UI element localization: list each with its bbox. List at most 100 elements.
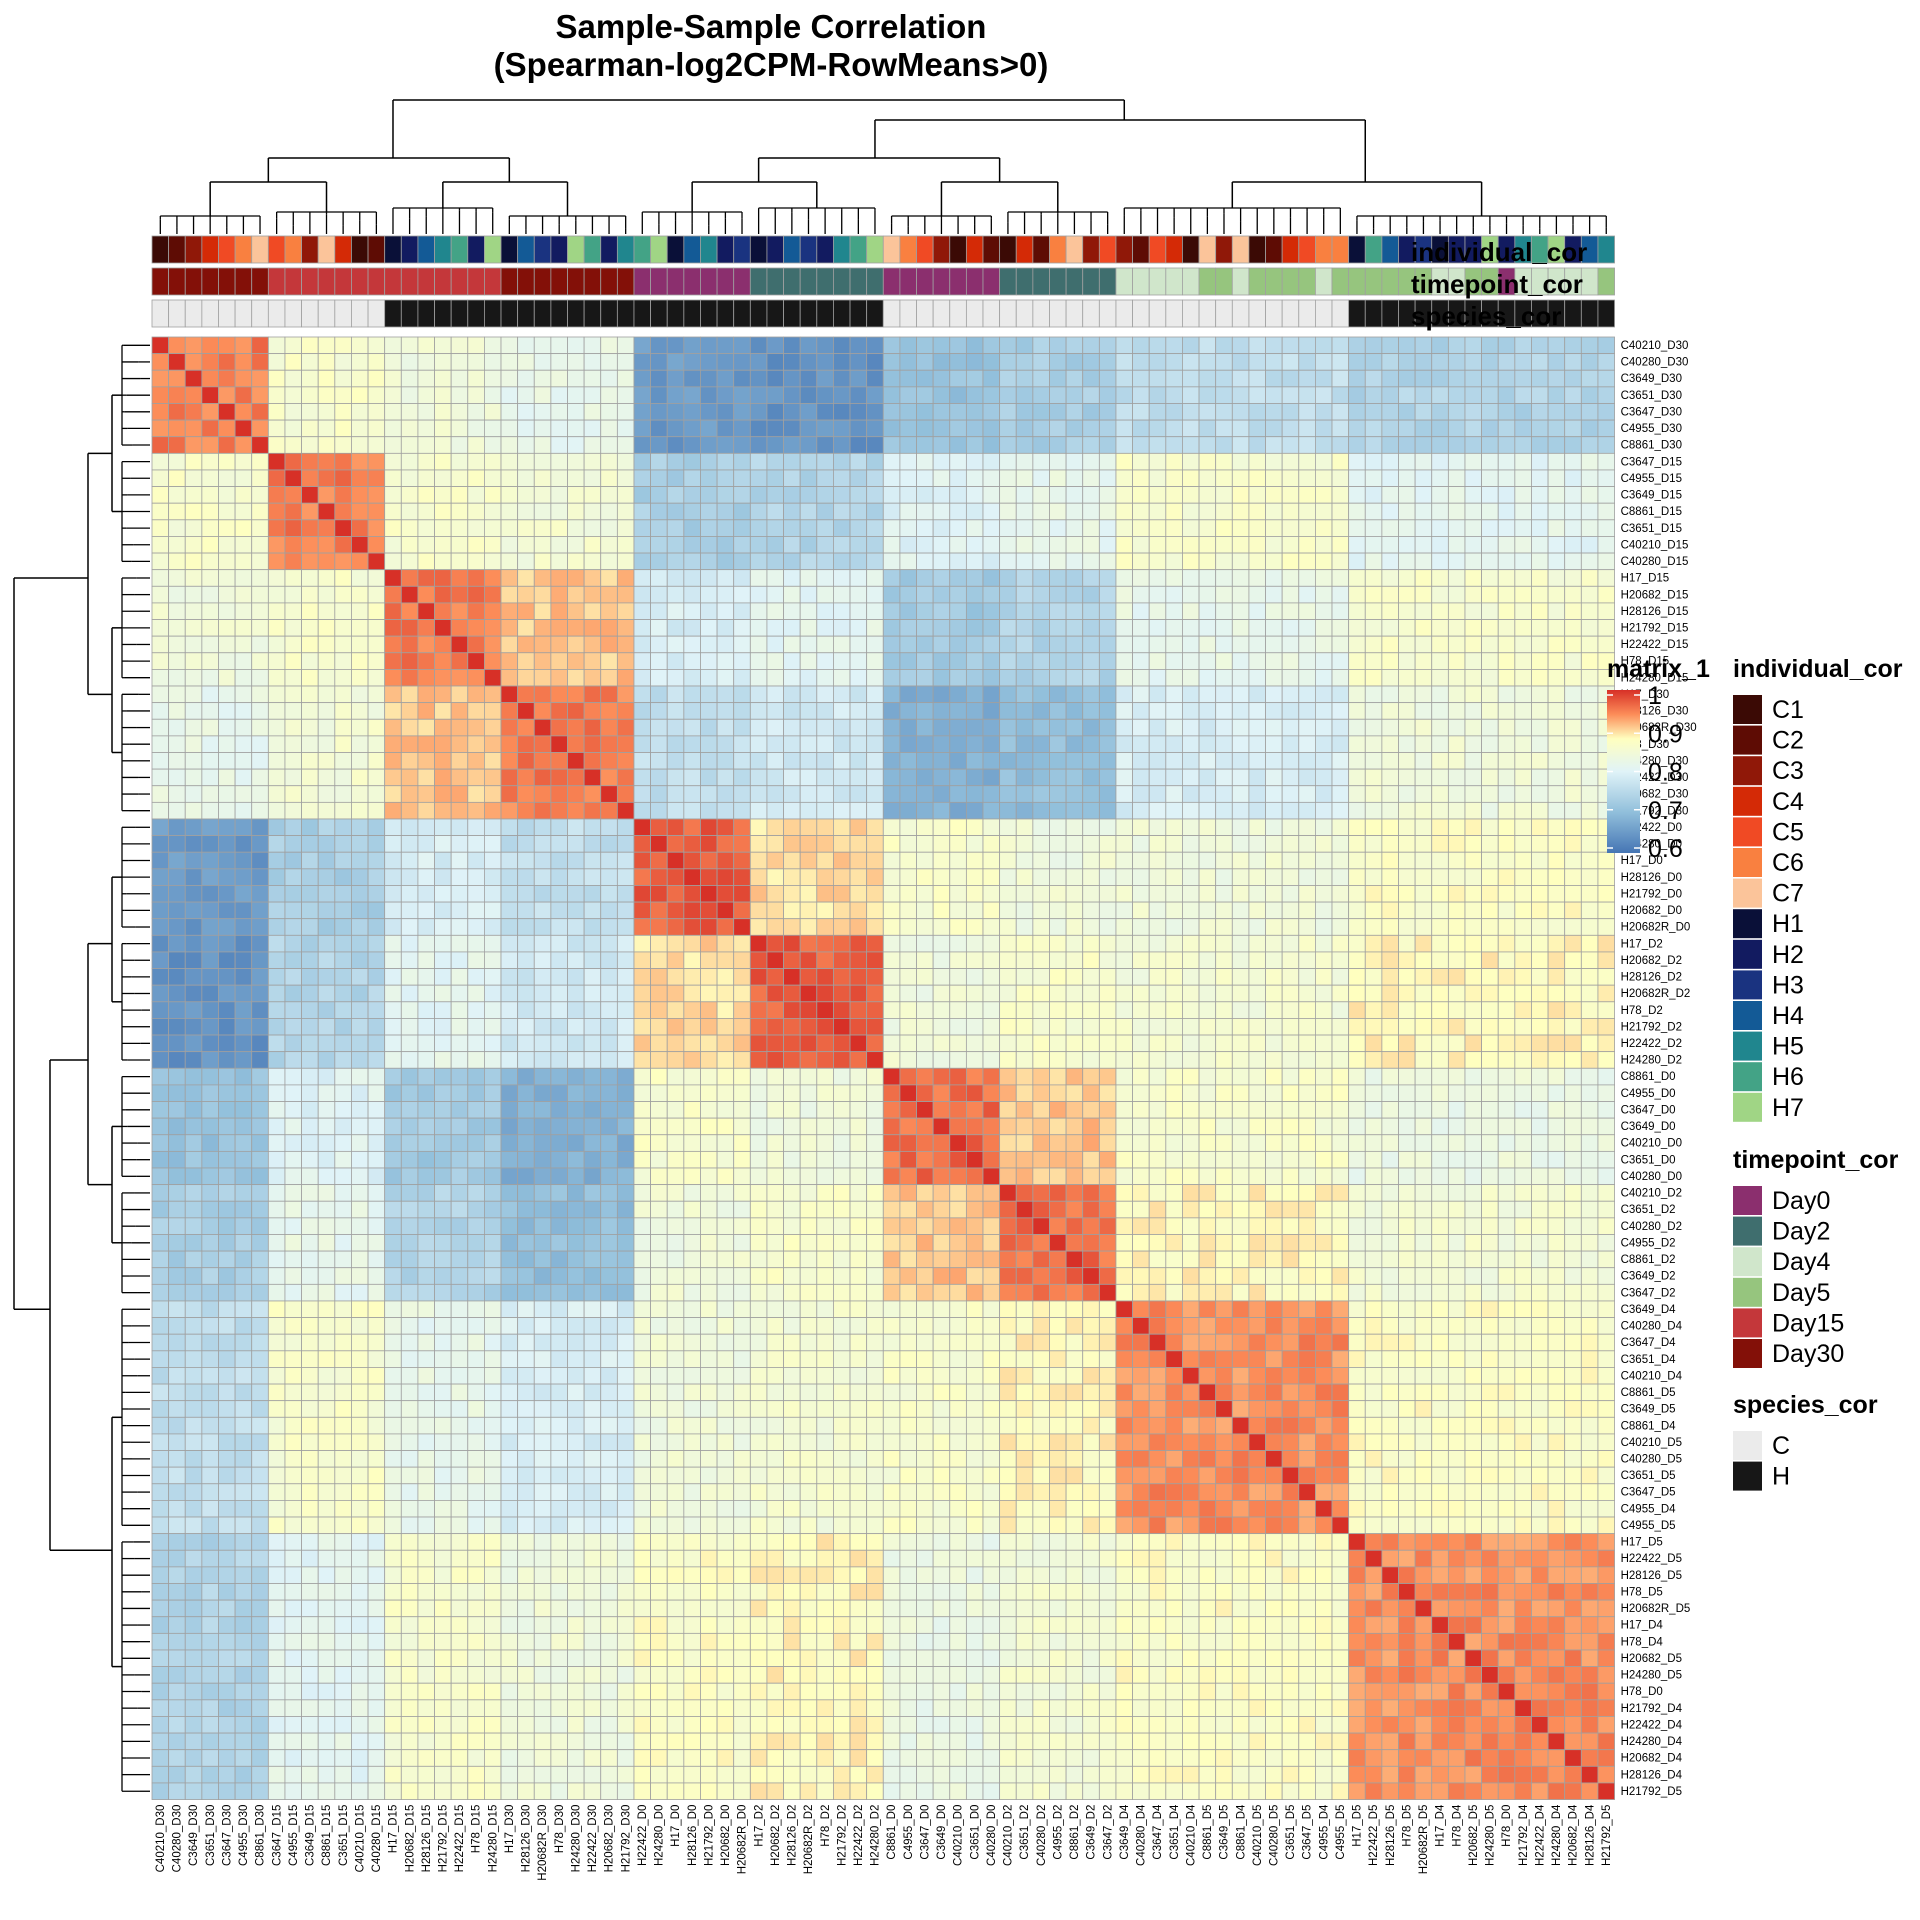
heatmap-cell (450, 984, 469, 1003)
heatmap-cell (384, 868, 402, 886)
heatmap-cell (317, 1134, 336, 1152)
individual-track-cell (251, 235, 269, 264)
heatmap-cell (301, 519, 319, 537)
heatmap-cell (1115, 386, 1133, 404)
heatmap-cell (666, 419, 685, 438)
heatmap-cell (1364, 702, 1383, 720)
heatmap-cell (301, 386, 319, 404)
heatmap-cell (1514, 868, 1532, 886)
heatmap-cell (1447, 984, 1466, 1003)
heatmap-cell (168, 1084, 186, 1102)
heatmap-cell (882, 652, 901, 670)
heatmap-cell (700, 868, 718, 886)
heatmap-cell (1098, 403, 1117, 421)
heatmap-cell (400, 768, 419, 787)
heatmap-cell (1198, 369, 1217, 388)
heatmap-cell (882, 702, 901, 720)
heatmap-cell (267, 652, 286, 670)
heatmap-cell (517, 585, 535, 604)
heatmap-cell (1414, 818, 1433, 836)
heatmap-cell (716, 652, 735, 670)
heatmap-cell (1497, 851, 1516, 870)
heatmap-cell (1597, 536, 1615, 554)
heatmap-cell (1580, 851, 1599, 870)
heatmap-cell (1564, 669, 1582, 687)
heatmap-cell (434, 585, 452, 604)
heatmap-cell (151, 835, 170, 853)
track-label-species: species_cor (1411, 301, 1561, 331)
heatmap-cell (816, 1001, 834, 1019)
heatmap-cell (1148, 984, 1167, 1003)
heatmap-cell (533, 968, 552, 986)
heatmap-cell (367, 669, 386, 687)
heatmap-cell (1182, 868, 1200, 886)
heatmap-cell (1231, 934, 1250, 953)
heatmap-cell (550, 901, 568, 920)
heatmap-cell (1531, 851, 1549, 870)
timepoint-track-cell (1082, 267, 1100, 296)
heatmap-cell (384, 486, 402, 504)
heatmap-cell (567, 984, 585, 1003)
heatmap-cell (251, 685, 269, 704)
heatmap-cell (1497, 669, 1516, 687)
heatmap-cell (982, 619, 1001, 637)
heatmap-cell (1531, 1067, 1549, 1086)
heatmap-cell (1497, 502, 1516, 521)
heatmap-cell (334, 1084, 352, 1102)
heatmap-cell (467, 436, 485, 454)
heatmap-cell (1065, 735, 1084, 753)
timepoint-track-cell (467, 267, 485, 296)
heatmap-cell (400, 452, 419, 471)
heatmap-cell (1148, 752, 1167, 770)
heatmap-cell (1198, 901, 1217, 920)
heatmap-cell (1514, 585, 1532, 604)
heatmap-cell (533, 685, 552, 704)
heatmap-cell (816, 934, 834, 953)
heatmap-cell (949, 652, 967, 670)
heatmap-cell (1165, 901, 1183, 920)
heatmap-cell (1564, 336, 1582, 355)
heatmap-cell (367, 702, 386, 720)
heatmap-cell (1364, 469, 1383, 487)
heatmap-cell (650, 552, 668, 571)
timepoint-track-cell (616, 267, 635, 296)
heatmap-cell (700, 801, 718, 820)
heatmap-cell (168, 386, 186, 404)
heatmap-cell (932, 619, 951, 637)
heatmap-cell (434, 369, 452, 388)
heatmap-cell (716, 685, 735, 704)
heatmap-cell (600, 1067, 618, 1086)
heatmap-cell (267, 353, 286, 371)
heatmap-cell (467, 519, 485, 537)
heatmap-cell (1049, 386, 1067, 404)
heatmap-cell (1098, 502, 1117, 521)
heatmap-cell (550, 1117, 568, 1136)
heatmap-cell (683, 336, 701, 355)
heatmap-cell (783, 885, 801, 903)
heatmap-cell (201, 718, 219, 737)
heatmap-cell (367, 868, 386, 886)
heatmap-cell (1464, 602, 1482, 620)
chart-subtitle: (Spearman-log2CPM-RowMeans>0) (494, 46, 1049, 83)
heatmap-cell (367, 452, 386, 471)
heatmap-cell (400, 569, 419, 587)
heatmap-cell (1597, 1034, 1615, 1053)
heatmap-cell (1331, 918, 1350, 936)
heatmap-cell (1082, 1001, 1100, 1019)
heatmap-cell (218, 1117, 236, 1136)
heatmap-cell (334, 851, 352, 870)
heatmap-cell (1481, 801, 1499, 820)
heatmap-cell (633, 968, 651, 986)
heatmap-cell (1182, 885, 1200, 903)
heatmap-cell (600, 403, 618, 421)
heatmap-cell (234, 419, 253, 438)
heatmap-cell (1298, 585, 1316, 604)
heatmap-cell (749, 452, 768, 471)
heatmap-cell (1597, 602, 1615, 620)
heatmap-cell (616, 652, 635, 670)
individual-track-cell (450, 235, 469, 264)
heatmap-cell (1580, 369, 1599, 388)
heatmap-cell (1464, 885, 1482, 903)
heatmap-cell (1132, 1084, 1150, 1102)
heatmap-cell (1547, 785, 1566, 803)
